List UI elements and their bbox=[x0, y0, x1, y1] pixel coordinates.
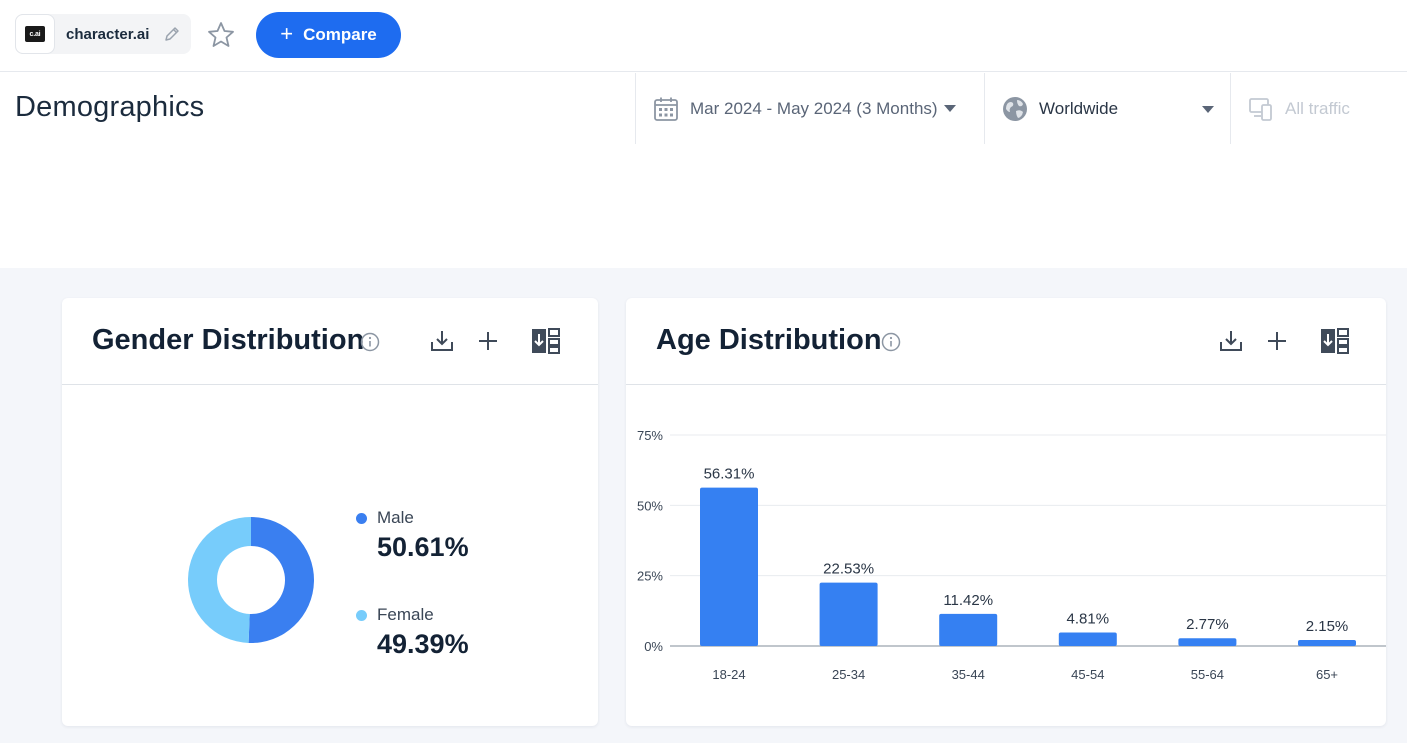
site-favicon: c.ai bbox=[15, 14, 55, 54]
legend-label: Female bbox=[377, 605, 434, 624]
add-to-dashboard-button[interactable] bbox=[472, 325, 504, 357]
info-icon[interactable] bbox=[881, 332, 901, 352]
pencil-icon[interactable] bbox=[162, 24, 182, 44]
card-title: Gender Distribution bbox=[92, 324, 365, 356]
data-label: 56.31% bbox=[704, 466, 755, 483]
bar-65+[interactable] bbox=[1298, 639, 1356, 646]
download-icon bbox=[1220, 331, 1242, 351]
traffic-filter[interactable]: All traffic bbox=[1230, 73, 1407, 144]
x-tick-label: 25-34 bbox=[832, 667, 865, 682]
traffic-value: All traffic bbox=[1285, 98, 1350, 118]
site-name: character.ai bbox=[66, 25, 150, 43]
x-tick-label: 35-44 bbox=[952, 667, 985, 682]
star-icon[interactable] bbox=[206, 20, 236, 50]
data-label: 2.15% bbox=[1306, 618, 1349, 635]
x-tick-label: 45-54 bbox=[1071, 667, 1104, 682]
devices-icon bbox=[1249, 97, 1272, 121]
plus-icon bbox=[1268, 332, 1286, 350]
page-title: Demographics bbox=[15, 91, 205, 123]
bar-55-64[interactable] bbox=[1178, 638, 1237, 646]
donut-slice-female[interactable] bbox=[187, 517, 251, 643]
y-tick-label: 75% bbox=[637, 428, 663, 443]
favicon-logo: c.ai bbox=[25, 26, 45, 42]
top-bar: c.ai character.ai + Compare bbox=[0, 0, 1407, 72]
donut-slice-male[interactable] bbox=[248, 517, 314, 643]
download-icon bbox=[431, 331, 453, 351]
legend-value: 49.39% bbox=[377, 629, 469, 659]
age-bar-chart: 0% 25% 50% 75% 56.31% 18-24 22.53% 25-34 11.42% 3… bbox=[637, 428, 1386, 682]
data-label: 4.81% bbox=[1067, 610, 1110, 627]
card-header: Age Distribution bbox=[626, 298, 1386, 385]
bar-25-34[interactable] bbox=[819, 582, 878, 646]
x-tick-label: 18-24 bbox=[712, 667, 745, 682]
bar-45-54[interactable] bbox=[1058, 632, 1117, 646]
site-chip[interactable]: c.ai character.ai bbox=[15, 14, 191, 54]
y-tick-label: 0% bbox=[644, 639, 663, 654]
x-tick-label: 65+ bbox=[1316, 667, 1338, 682]
y-tick-label: 50% bbox=[637, 498, 663, 513]
gender-donut-chart bbox=[187, 517, 314, 643]
calendar-icon bbox=[654, 97, 678, 121]
legend-label: Male bbox=[377, 508, 414, 527]
legend-dot-male bbox=[356, 513, 367, 524]
bar-18-24[interactable] bbox=[700, 487, 758, 646]
data-label: 22.53% bbox=[823, 561, 874, 578]
page-header: Demographics Mar 2024 - May 2024 (3 Mont… bbox=[0, 73, 1407, 145]
download-button[interactable] bbox=[426, 325, 458, 357]
info-icon[interactable] bbox=[360, 332, 380, 352]
date-range-filter[interactable]: Mar 2024 - May 2024 (3 Months) bbox=[635, 73, 984, 144]
card-title: Age Distribution bbox=[656, 324, 882, 356]
compare-label: Compare bbox=[303, 25, 377, 44]
plus-icon: + bbox=[280, 21, 294, 46]
data-label: 2.77% bbox=[1186, 616, 1229, 633]
date-range-value: Mar 2024 - May 2024 (3 Months) bbox=[690, 98, 938, 118]
y-tick-label: 25% bbox=[637, 569, 663, 584]
add-to-dashboard-button[interactable] bbox=[1261, 325, 1293, 357]
export-button[interactable] bbox=[1319, 325, 1351, 357]
plus-icon bbox=[479, 332, 497, 350]
chevron-down-icon bbox=[1202, 106, 1214, 113]
download-button[interactable] bbox=[1215, 325, 1247, 357]
export-button[interactable] bbox=[530, 325, 562, 357]
age-distribution-card: Age Distribution bbox=[626, 298, 1386, 726]
gender-distribution-card: Gender Distribution bbox=[62, 298, 598, 726]
export-icon bbox=[1321, 328, 1349, 354]
region-filter[interactable]: Worldwide bbox=[984, 73, 1230, 144]
compare-button[interactable]: + Compare bbox=[256, 12, 401, 58]
bar-35-44[interactable] bbox=[939, 613, 998, 646]
export-icon bbox=[532, 328, 560, 354]
globe-icon bbox=[1003, 96, 1027, 121]
x-tick-label: 55-64 bbox=[1191, 667, 1224, 682]
region-value: Worldwide bbox=[1039, 98, 1119, 118]
data-label: 11.42% bbox=[943, 592, 993, 609]
card-header: Gender Distribution bbox=[62, 298, 598, 385]
legend-value: 50.61% bbox=[377, 532, 469, 562]
chevron-down-icon bbox=[943, 105, 956, 112]
legend-dot-female bbox=[356, 610, 367, 621]
